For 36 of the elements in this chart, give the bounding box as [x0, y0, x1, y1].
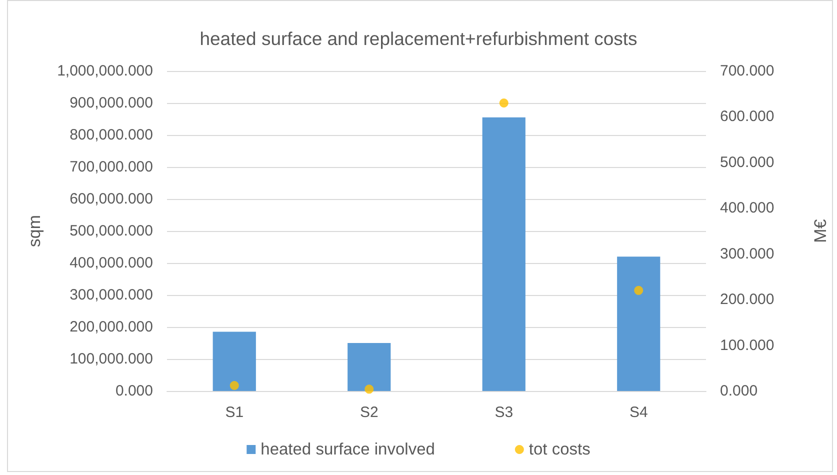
y-tick-label: 300,000.000: [70, 286, 153, 304]
y2-tick-label: 400.000: [720, 200, 774, 217]
y-tick-label: 600,000.000: [70, 190, 153, 208]
y2-tick-label: 300.000: [720, 245, 774, 262]
legend-label: heated surface involved: [260, 440, 435, 458]
y2-tick-label: 200.000: [720, 291, 774, 308]
y-tick-label: 500,000.000: [70, 222, 153, 240]
y2-tick-label: 600.000: [720, 108, 774, 126]
chart-title: heated surface and replacement+refurbishment costs: [200, 28, 638, 49]
y-tick-label: 400,000.000: [70, 254, 153, 272]
y-tick-label: 900,000.000: [70, 94, 153, 112]
bar: [212, 332, 256, 391]
y-axis-title: sqm: [25, 214, 44, 248]
y-tick-label: 200,000.000: [70, 318, 153, 336]
bar: [348, 343, 391, 391]
point: [634, 286, 644, 295]
bar: [617, 256, 660, 391]
y-tick-label: 700,000.000: [70, 158, 153, 176]
y2-axis-title: M€: [811, 218, 830, 243]
point: [230, 381, 239, 390]
x-tick-label: S4: [629, 404, 648, 421]
y-tick-label: 0.000: [115, 382, 153, 400]
y2-tick-label: 0.000: [720, 382, 758, 400]
y2-tick-label: 700.000: [720, 62, 774, 80]
x-tick-label: S2: [360, 404, 378, 421]
y-tick-label: 100,000.000: [70, 350, 153, 368]
point: [364, 384, 374, 394]
legend-label: tot costs: [528, 440, 590, 458]
y2-tick-label: 500.000: [720, 154, 774, 171]
x-tick-label: S1: [225, 404, 244, 421]
x-tick-label: S3: [494, 404, 514, 421]
y-tick-label: 1,000,000.000: [57, 62, 153, 80]
point: [499, 98, 508, 108]
y2-tick-label: 100.000: [720, 336, 774, 354]
y-tick-label: 800,000.000: [70, 126, 153, 144]
bar: [482, 117, 526, 391]
